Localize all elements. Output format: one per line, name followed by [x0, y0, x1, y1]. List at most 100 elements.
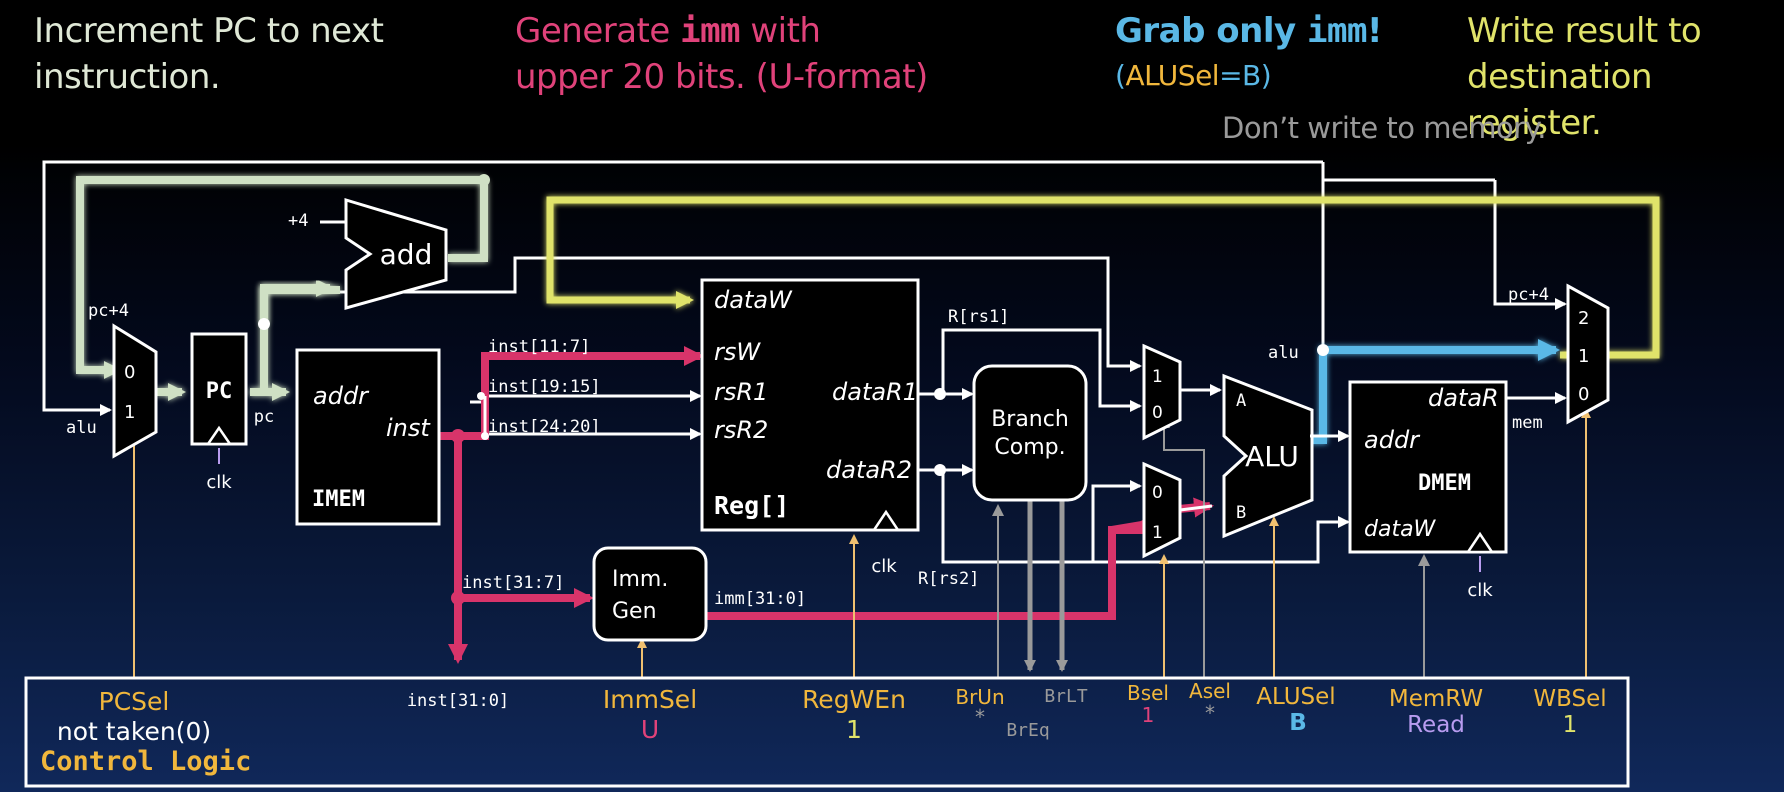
dmem-addr-label: addr: [1364, 426, 1421, 454]
junction-dot: [451, 591, 465, 605]
r-rs1-label: R[rs1]: [948, 307, 1009, 327]
dmem-block: [1348, 380, 1508, 554]
b-mux-1-label: 1: [1152, 523, 1163, 543]
dmem-dataw-label: dataW: [1364, 517, 1437, 542]
alu-a-label: A: [1236, 391, 1246, 411]
wb-mem-label: mem: [1512, 413, 1543, 433]
pc-plus4-label: pc+4: [88, 301, 129, 321]
imm-gen-label-1: Imm.: [612, 567, 668, 592]
brlt-label: BrLT: [1044, 686, 1088, 707]
branch-outputs: [1024, 500, 1068, 672]
pc-mux-0-label: 0: [124, 362, 135, 383]
reg-rsw-label: rsW: [714, 338, 761, 366]
pc-to-adder-wire: [260, 279, 334, 324]
alu-block: [1222, 373, 1314, 539]
pc-register-label: PC: [206, 379, 233, 404]
a-mux-1-label: 1: [1152, 367, 1163, 387]
white-wires: [42, 160, 1567, 564]
alu-sub-close: ): [1260, 59, 1272, 92]
junction-dot: [451, 429, 465, 443]
wb-annotation-line2: destination register.: [1467, 57, 1653, 143]
alusel-value: B: [1289, 710, 1307, 736]
memory-note: Don’t write to memory.: [1222, 111, 1546, 145]
pcsel-value: not taken(0): [57, 717, 211, 746]
branch-label-2: Comp.: [994, 435, 1065, 460]
memrw-value: Read: [1407, 712, 1465, 738]
reg-datar1-label: dataR1: [832, 378, 918, 406]
alu-annotation-code: imm: [1307, 11, 1367, 51]
brun-label: BrUn: [955, 685, 1004, 709]
wb-mux-2-label: 2: [1578, 308, 1589, 329]
wb-mux-0-label: 0: [1578, 384, 1589, 405]
reg-rsr2-label: rsR2: [714, 416, 768, 444]
memrw-label: MemRW: [1389, 686, 1483, 712]
imem-title: IMEM: [312, 487, 365, 512]
writeback-mux: [1566, 283, 1610, 425]
alusel-label: ALUSel: [1256, 684, 1335, 710]
wb-mux-1-label: 1: [1578, 346, 1589, 367]
reg-rsr1-label: rsR1: [714, 378, 768, 406]
control-wires: [129, 408, 1591, 678]
pc-mux: [112, 323, 158, 459]
plus4-label: +4: [288, 211, 308, 231]
imm-annotation-line1: Generate imm with: [515, 8, 928, 54]
gray-wires: [992, 416, 1430, 678]
pcsel-label: PCSel: [99, 687, 170, 716]
a-mux-0-label: 0: [1152, 403, 1163, 423]
junction-dot: [258, 318, 270, 330]
imm-annotation-code: imm: [680, 11, 741, 51]
junction-dot: [481, 432, 489, 440]
alu-label: ALU: [1245, 440, 1299, 473]
pc-mux-1-label: 1: [124, 402, 135, 423]
imm-annotation-pre: Generate: [515, 11, 681, 51]
pc-annotation-line1: Increment PC to next: [34, 11, 384, 51]
adder: [344, 197, 448, 310]
imm-annotation: Generate imm with upper 20 bits. (U-form…: [515, 8, 928, 100]
bsel-label: Bsel: [1127, 681, 1169, 705]
clock-triangle: [871, 509, 901, 532]
alu-annotation-sub: (ALUSel=B): [1115, 56, 1272, 96]
wb-pc4-label: pc+4: [1508, 285, 1549, 305]
wbsel-label: WBSel: [1533, 686, 1606, 712]
clock-triangle: [1465, 531, 1495, 554]
alu-sub-b: B: [1242, 59, 1261, 92]
asel-value: *: [1205, 701, 1215, 725]
bsel-value: 1: [1142, 703, 1155, 727]
pc-annotation-line2: instruction.: [34, 57, 221, 97]
inst-31-7-label: inst[31:7]: [462, 573, 564, 593]
alu-sub-open: (: [1115, 59, 1126, 92]
reg-dataw-label: dataW: [714, 286, 793, 314]
pc-annotation: Increment PC to next instruction.: [34, 8, 384, 100]
alu-input-label: alu: [66, 418, 97, 438]
clock-triangle: [205, 425, 233, 446]
imem-inst-label: inst: [386, 414, 431, 442]
branch-label-1: Branch: [991, 407, 1069, 432]
regwen-value: 1: [846, 715, 862, 744]
reg-clk-label: clk: [871, 556, 897, 577]
pc-out-label: pc: [254, 407, 274, 427]
alu-annotation: Grab only imm!: [1115, 8, 1382, 54]
wb-annotation: Write result to destination register.: [1467, 8, 1784, 146]
imem-addr-label: addr: [313, 382, 370, 410]
branch-comparator: [972, 364, 1088, 502]
b-mux: [1142, 461, 1182, 559]
alu-annotation-pre: Grab only: [1115, 11, 1308, 51]
inst-24-20-label: inst[24:20]: [488, 417, 601, 437]
junction-dot: [478, 174, 490, 186]
b-mux-out-wire: [1179, 504, 1213, 512]
b-mux-0-label: 0: [1152, 483, 1163, 503]
pc-clk-label: clk: [206, 472, 232, 493]
imm-gen-label-2: Gen: [612, 599, 657, 624]
asel-label: Asel: [1189, 679, 1231, 703]
dmem-clk-label: clk: [1467, 580, 1493, 601]
junction-dot: [934, 464, 946, 476]
inst-11-7-label: inst[11:7]: [488, 337, 590, 357]
imm-bus-label: imm[31:0]: [714, 589, 806, 609]
inst-19-15-label: inst[19:15]: [488, 377, 601, 397]
reg-title: Reg[]: [714, 491, 789, 520]
alu-sub-alusel: ALUSel: [1125, 59, 1220, 92]
imm-gen-block: [592, 546, 708, 642]
alu-b-label: B: [1236, 503, 1246, 523]
inst-31-0-label: inst[31:0]: [407, 691, 509, 711]
